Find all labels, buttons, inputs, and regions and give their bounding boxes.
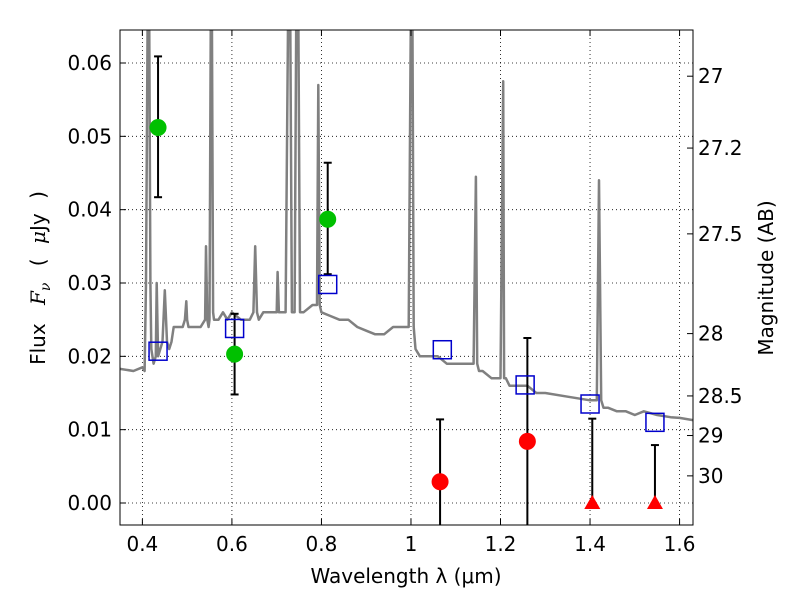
y-tick-label: 0.02 (67, 344, 112, 368)
upper-limit-point (646, 495, 663, 509)
data-point (319, 210, 337, 228)
right-axis-label: Magnitude (AB) (754, 200, 778, 355)
x-tick-label: 0.8 (306, 532, 338, 556)
plot-frame (119, 29, 694, 526)
model-photometry-point (317, 274, 338, 295)
right-tick-label: 27.2 (698, 136, 743, 160)
x-tick-label: 1.2 (485, 532, 517, 556)
y-tick-label: 0.05 (67, 124, 112, 148)
y-axis-label: Flux Fν ( μJy ) (26, 191, 55, 365)
right-tick-label: 28.5 (698, 384, 743, 408)
x-axis-label: Wavelength λ (μm) (310, 564, 501, 588)
x-tick-label: 0.4 (126, 532, 158, 556)
y-tick-label: 0.01 (67, 418, 112, 442)
y-label-mu: μ (26, 231, 50, 244)
data-point (226, 345, 244, 363)
model-photometry-point (432, 339, 453, 360)
y-label-open-paren: ( (26, 258, 50, 266)
y-label-f: F (26, 290, 50, 306)
model-photometry-point (224, 318, 245, 339)
x-tick-label: 1.4 (574, 532, 606, 556)
model-sed-layer (120, 30, 693, 422)
right-tick-label: 27 (698, 64, 723, 88)
ticks: 0.4 0.6 0.8 1 1.2 1.4 1.6 0.00 0.01 0.02 0.03 0.04 0… (67, 30, 743, 556)
right-tick-label: 28 (698, 322, 723, 346)
y-tick-label: 0.04 (67, 198, 112, 222)
right-tick-label: 29 (698, 424, 723, 448)
x-tick-label: 1 (405, 532, 418, 556)
y-tick-label: 0.03 (67, 271, 112, 295)
upper-limit-point (584, 495, 601, 509)
model-photometry-point (148, 341, 168, 361)
right-tick-label: 30 (698, 464, 723, 488)
x-tick-label: 0.6 (216, 532, 248, 556)
grid (120, 30, 693, 525)
x-tick-label: 1.6 (664, 532, 696, 556)
y-label-flux: Flux (26, 323, 50, 365)
y-label-unit: Jy (26, 213, 50, 233)
model-photometry-point (580, 394, 600, 414)
model-photometry-point (515, 375, 535, 395)
y-label-close-paren: ) (26, 191, 50, 199)
data-point (149, 119, 167, 137)
data-point (518, 432, 536, 450)
y-tick-label: 0.06 (67, 51, 112, 75)
right-tick-label: 27.5 (698, 222, 743, 246)
model-photometry-point (645, 412, 665, 433)
model-sed-line (120, 30, 693, 422)
y-label-nu: ν (38, 282, 54, 291)
markers-layer (148, 55, 665, 525)
y-tick-label: 0.00 (67, 491, 112, 515)
data-point (431, 473, 449, 491)
